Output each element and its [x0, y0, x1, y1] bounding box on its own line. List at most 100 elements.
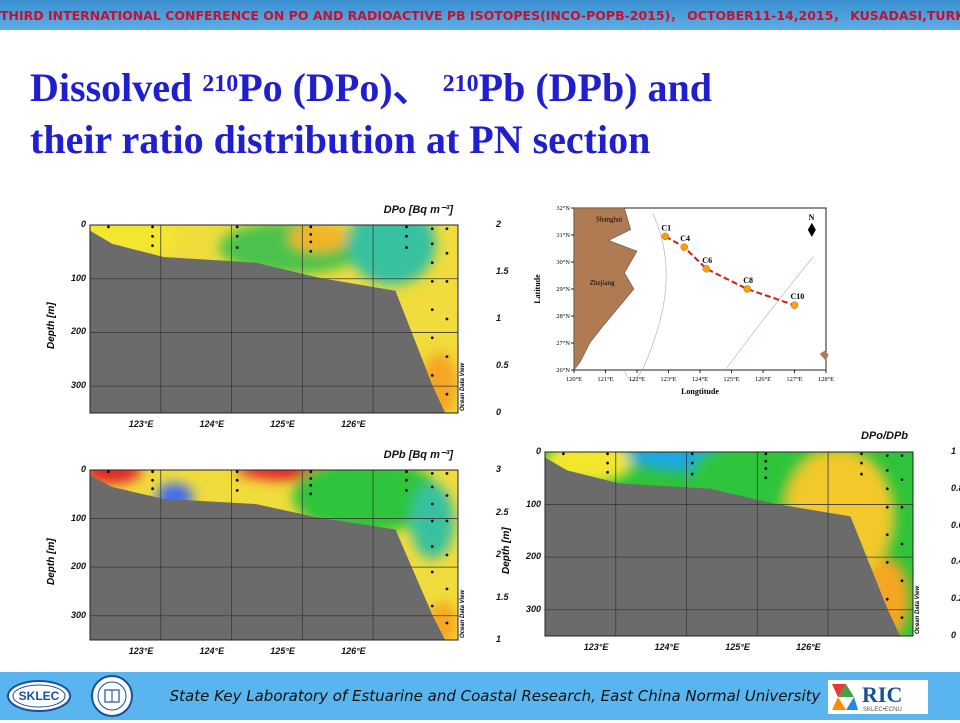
- station-map: C1 C4 C6 C8 C10 Shanghai Zhejiang N 120°E 121°E 12…: [530, 200, 835, 405]
- map-isobath: [624, 213, 667, 381]
- dpb-sample-point: [235, 478, 239, 482]
- dpb-sample-point: [430, 570, 434, 574]
- map-station-label: C10: [791, 292, 805, 301]
- dpo-sample-point: [151, 244, 154, 248]
- title-sup2: 210: [442, 71, 479, 97]
- dpo-sample-point: [445, 251, 449, 255]
- dpo-sample-point: [430, 308, 434, 311]
- map-lon-tick: 127°E: [786, 376, 802, 383]
- dpo-sample-point: [235, 246, 239, 249]
- dpb-y-axis-label: Depth [m]: [46, 538, 57, 585]
- map-lat-tick: 29°N: [556, 286, 570, 293]
- dpb-sample-point: [309, 470, 313, 474]
- ratio-colorbar-tick: 0.2: [951, 593, 960, 604]
- ratio-x-tick: 126°E: [796, 642, 821, 652]
- title-sup1: 210: [202, 71, 239, 97]
- ratio-colorbar-tick: 0.6: [951, 519, 960, 530]
- dpo-sample-point: [445, 355, 449, 358]
- dpo-sample-point: [151, 234, 154, 238]
- dpo-sample-point: [430, 374, 434, 377]
- dpo-colorbar-tick: 1.5: [496, 266, 509, 276]
- dpb-sample-point: [430, 502, 434, 506]
- ratio-sample-point: [606, 470, 609, 474]
- dpo-x-tick: 126°E: [341, 419, 366, 429]
- sklec-logo-text: SKLEC: [19, 689, 60, 703]
- dpb-sample-point: [430, 485, 434, 489]
- ratio-sample-point: [690, 461, 694, 465]
- dpb-sample-point: [235, 489, 239, 492]
- dpo-sample-point: [405, 234, 408, 238]
- dpo-chart-title: DPo [Bq m⁻³]: [383, 204, 453, 216]
- dpo-sample-point: [445, 317, 449, 321]
- dpo-sample-point: [309, 225, 313, 229]
- ratio-sample-point: [885, 487, 889, 491]
- dpo-sample-point: [445, 280, 449, 283]
- dpb-sample-point: [107, 470, 110, 474]
- dpo-sample-point: [405, 225, 408, 229]
- dpb-sample-point: [405, 478, 408, 482]
- dpo-sample-point: [107, 225, 110, 229]
- title-part3: Pb (DPb) and: [478, 65, 713, 110]
- banner-text: THIRD INTERNATIONAL CONFERENCE ON PO AND…: [0, 8, 960, 23]
- ratio-y-axis-label: Depth [m]: [501, 527, 512, 574]
- map-station-label: C6: [702, 256, 712, 265]
- dpb-field-patch: [90, 470, 142, 485]
- dpo-frame: [89, 224, 459, 414]
- dpo-svg: [89, 224, 492, 414]
- dpb-y-tick: 300: [70, 609, 86, 620]
- map-station-marker: [702, 265, 711, 273]
- slide-title: Dissolved 210Po (DPo)、 210Pb (DPb) and t…: [30, 62, 930, 166]
- dpo-sample-point: [430, 227, 434, 231]
- dpb-sample-point: [445, 587, 449, 591]
- sklec-logo: SKLEC: [6, 678, 72, 714]
- dpo-y-tick: 100: [70, 272, 86, 283]
- dpo-x-tick: 123°E: [128, 419, 154, 429]
- dpb-colorbar-tick: 1: [496, 634, 502, 644]
- dpb-watermark: Ocean Data View: [460, 589, 466, 638]
- map-station-label: C4: [680, 234, 690, 243]
- ratio-sample-point: [764, 476, 768, 480]
- map-lat-tick: 27°N: [556, 340, 570, 347]
- ratio-sample-point: [606, 461, 609, 465]
- dpo-sample-point: [151, 225, 154, 229]
- dpb-colorbar-tick: 2: [496, 549, 502, 559]
- dpb-sample-point: [430, 604, 434, 608]
- dpb-sample-point: [445, 472, 449, 475]
- map-svg: C1 C4 C6 C8 C10 Shanghai Zhejiang N 120°E 121°E 12…: [533, 205, 834, 396]
- dpb-colorbar-tick: 3: [496, 464, 502, 474]
- ric-logo-text: RIC: [862, 682, 902, 707]
- map-lon-tick: 121°E: [597, 376, 613, 383]
- ratio-sample-point: [860, 461, 863, 465]
- dpo-sample-point: [405, 246, 408, 249]
- map-lon-tick: 120°E: [566, 376, 582, 383]
- dpo-sample-point: [430, 242, 434, 246]
- dpb-sample-point: [445, 519, 449, 523]
- dpb-x-tick: 125°E: [270, 646, 295, 656]
- ratio-sample-point: [690, 452, 694, 456]
- map-lon-tick: 123°E: [660, 376, 676, 383]
- map-lat-tick: 32°N: [556, 205, 570, 212]
- map-station-marker: [680, 243, 688, 251]
- ratio-sample-point: [885, 469, 889, 472]
- dpo-field-patch: [347, 225, 436, 286]
- dpb-field-patch: [292, 470, 440, 534]
- dpb-colorbar-tick: 1.5: [496, 591, 509, 602]
- map-lon-tick: 124°E: [692, 376, 708, 383]
- map-lon-tick: 125°E: [723, 376, 739, 383]
- ratio-colorbar-tick: 0.8: [951, 482, 960, 493]
- dpo-colorbar-tick: 2: [496, 219, 502, 229]
- dpo-y-tick: 0: [80, 219, 86, 229]
- dpb-seafloor: [90, 475, 458, 640]
- map-lat-tick: 26°N: [556, 367, 570, 374]
- map-y-axis-label: Latitude: [533, 274, 542, 304]
- footer-bar: SKLEC State Key Laboratory of Estuarine …: [0, 672, 960, 720]
- ratio-frame: [544, 451, 914, 637]
- ecnu-seal-icon: [90, 674, 134, 718]
- dpo-y-tick: 200: [70, 326, 86, 337]
- dpb-sample-point: [430, 472, 434, 475]
- ratio-sample-point: [900, 579, 904, 583]
- map-lon-tick: 126°E: [755, 376, 771, 383]
- dpo-sample-point: [430, 261, 434, 264]
- ratio-sample-point: [900, 478, 904, 481]
- ratio-sample-point: [900, 616, 904, 619]
